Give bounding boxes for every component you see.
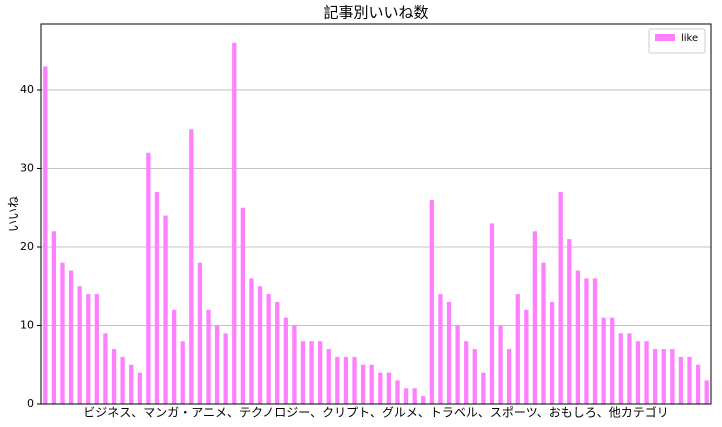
bar [171, 309, 177, 404]
legend-swatch [655, 34, 675, 41]
bar [68, 270, 74, 404]
bar [687, 356, 692, 404]
bar [403, 388, 409, 404]
bar [429, 199, 434, 404]
bar [395, 380, 400, 404]
y-tick-label: 0 [27, 397, 34, 410]
bar [661, 349, 666, 404]
bar [352, 356, 357, 404]
bar [704, 380, 709, 404]
bar [567, 239, 572, 404]
bar [464, 341, 469, 404]
bar [549, 301, 555, 404]
bar [257, 286, 263, 404]
bar [515, 294, 520, 404]
bar [206, 309, 211, 404]
bar [498, 325, 503, 404]
bar [635, 341, 641, 404]
bar [369, 364, 374, 404]
plot-frame [40, 23, 712, 405]
bar [670, 349, 675, 404]
bar [618, 333, 623, 404]
bar [43, 66, 48, 404]
bar [481, 372, 486, 404]
bar [266, 294, 271, 404]
bar [60, 262, 65, 404]
bar [386, 372, 392, 404]
bar [275, 301, 280, 404]
bar [455, 325, 460, 404]
bar [120, 356, 125, 404]
bar [610, 317, 615, 404]
bar [421, 396, 426, 404]
bar [601, 317, 606, 404]
bar [223, 333, 228, 404]
bar [378, 372, 383, 404]
bar [86, 294, 91, 404]
bar [446, 301, 452, 404]
bar [94, 294, 99, 404]
bar [163, 215, 168, 404]
bar [584, 278, 589, 404]
bar [300, 341, 306, 404]
bar [240, 207, 246, 404]
bar [360, 364, 366, 404]
bar [627, 333, 632, 404]
bar [506, 349, 512, 404]
bar [326, 349, 331, 404]
bar [249, 278, 254, 404]
bar [197, 262, 203, 404]
bar [103, 333, 108, 404]
bar [309, 341, 314, 404]
bar [283, 317, 288, 404]
bar [532, 231, 538, 404]
bar [472, 349, 477, 404]
bar [343, 356, 349, 404]
chart-title: 記事別いいね数 [323, 4, 428, 22]
bar [154, 192, 160, 404]
bar [292, 325, 297, 404]
bar [51, 231, 57, 404]
bar [438, 294, 443, 404]
bar [335, 356, 340, 404]
bar [180, 341, 185, 404]
bar [575, 270, 581, 404]
bar [111, 349, 117, 404]
x-axis-label: ビジネス、マンガ・アニメ、テクノロジー、クリプト、グルメ、トラベル、スポーツ、お… [83, 405, 669, 420]
y-tick-label: 10 [20, 318, 34, 331]
bar [524, 309, 529, 404]
y-tick-label: 30 [20, 161, 34, 174]
legend-label: like [681, 33, 698, 44]
bar [644, 341, 649, 404]
bar [695, 364, 701, 404]
bar [412, 388, 417, 404]
bar [541, 262, 546, 404]
y-axis-label: いいね [7, 196, 21, 232]
bar [678, 356, 684, 404]
bar [653, 349, 658, 404]
y-tick-label: 40 [20, 83, 34, 96]
bar [77, 286, 82, 404]
bar [129, 364, 134, 404]
y-tick-label: 20 [20, 240, 34, 253]
bar [592, 278, 598, 404]
bar [146, 152, 151, 404]
bar [318, 341, 323, 404]
bar [558, 192, 563, 404]
bar [189, 129, 194, 404]
bar [489, 223, 495, 404]
bar [214, 325, 220, 404]
bar [137, 372, 142, 404]
bar [232, 42, 237, 404]
